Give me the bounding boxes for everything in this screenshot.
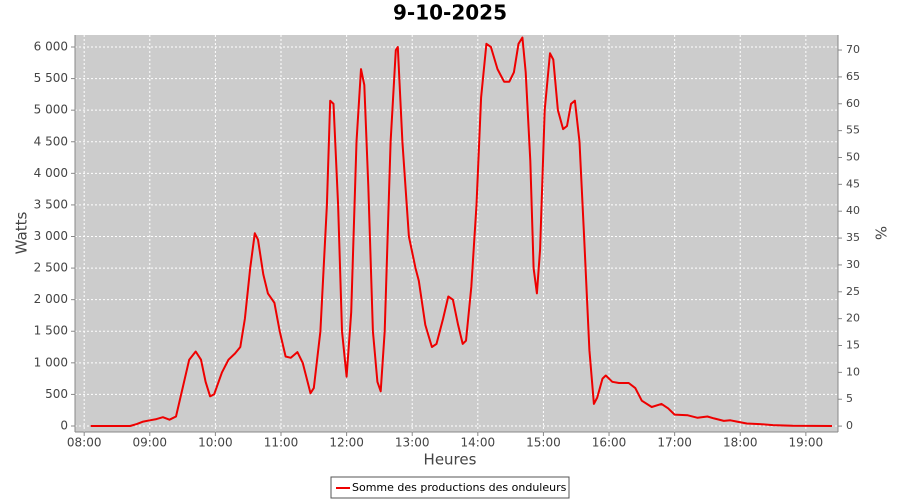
y2-tick-label: 25 xyxy=(846,285,860,298)
y2-tick-label: 0 xyxy=(846,419,853,432)
y-tick-label: 1 500 xyxy=(34,324,68,338)
plot-area xyxy=(75,35,838,432)
y2-tick-label: 30 xyxy=(846,258,860,271)
y2-tick-label: 55 xyxy=(846,124,860,137)
y2-tick-label: 20 xyxy=(846,312,860,325)
y-tick-label: 5 000 xyxy=(34,103,68,117)
y2-tick-label: 10 xyxy=(846,365,860,378)
y-tick-label: 2 000 xyxy=(34,292,68,306)
y-tick-label: 4 000 xyxy=(34,166,68,180)
y-axis-label: Watts xyxy=(13,212,31,255)
y2-tick-label: 40 xyxy=(846,204,860,217)
y2-tick-label: 35 xyxy=(846,231,860,244)
y-tick-label: 0 xyxy=(60,418,68,432)
y2-tick-label: 15 xyxy=(846,339,860,352)
x-tick-label: 17:00 xyxy=(657,436,692,450)
y-tick-label: 2 500 xyxy=(34,261,68,275)
series-line xyxy=(90,36,833,427)
y-tick-label: 5 500 xyxy=(34,71,68,85)
legend xyxy=(330,476,570,499)
x-tick-label: 09:00 xyxy=(132,436,167,450)
y2-tick-label: 70 xyxy=(846,43,860,56)
x-axis-label: Heures xyxy=(424,451,477,469)
x-tick-label: 12:00 xyxy=(329,436,364,450)
x-tick-label: 14:00 xyxy=(461,436,496,450)
y2-tick-label: 5 xyxy=(846,392,853,405)
y-tick-label: 4 500 xyxy=(34,134,68,148)
x-tick-label: 10:00 xyxy=(198,436,233,450)
y-tick-label: 500 xyxy=(45,387,68,401)
y-tick-label: 3 000 xyxy=(34,229,68,243)
chart-title: 9-10-2025 xyxy=(393,1,507,25)
y-tick-label: 1 000 xyxy=(34,355,68,369)
y-tick-label: 3 500 xyxy=(34,197,68,211)
x-tick-label: 13:00 xyxy=(395,436,430,450)
x-tick-label: 08:00 xyxy=(67,436,102,450)
x-tick-label: 18:00 xyxy=(723,436,758,450)
y2-axis-label: % xyxy=(872,226,890,240)
y2-tick-label: 60 xyxy=(846,97,860,110)
x-tick-label: 16:00 xyxy=(592,436,627,450)
y2-tick-label: 50 xyxy=(846,150,860,163)
legend-label: Somme des productions des onduleurs xyxy=(352,481,567,494)
x-tick-label: 19:00 xyxy=(789,436,824,450)
x-tick-label: 15:00 xyxy=(526,436,561,450)
y2-tick-label: 65 xyxy=(846,70,860,83)
y2-tick-label: 45 xyxy=(846,177,860,190)
y-tick-label: 6 000 xyxy=(34,40,68,54)
x-tick-label: 11:00 xyxy=(264,436,299,450)
